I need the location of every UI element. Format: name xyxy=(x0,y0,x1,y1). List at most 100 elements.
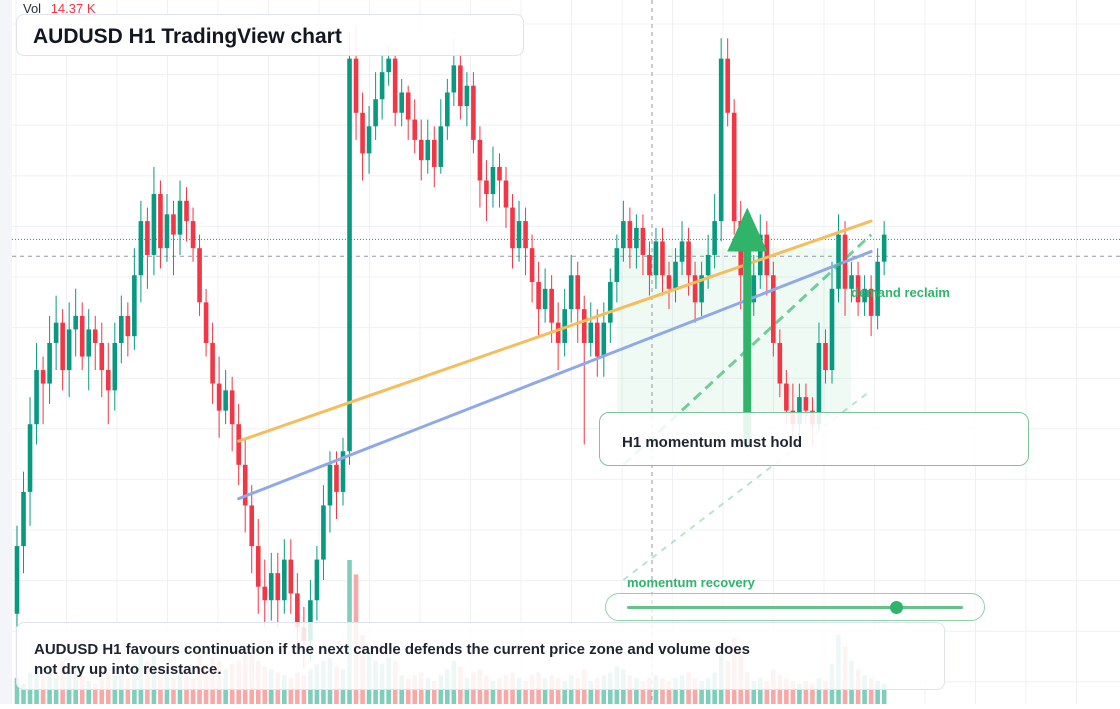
volume-bar xyxy=(555,678,561,704)
momentum-callout: H1 momentum must hold xyxy=(599,412,1029,466)
candle-body xyxy=(334,464,339,492)
volume-bar xyxy=(692,678,698,704)
candle-body xyxy=(588,322,594,343)
projection-line xyxy=(622,389,872,581)
candle-body xyxy=(764,234,770,276)
candle-body xyxy=(105,370,111,391)
volume-bar xyxy=(190,678,196,704)
candle-body xyxy=(14,546,20,614)
candle-body xyxy=(308,600,313,641)
candle-body xyxy=(634,227,639,249)
candle-body xyxy=(366,126,372,154)
candle-body xyxy=(627,221,633,249)
candle-body xyxy=(849,275,854,289)
momentum-gauge[interactable] xyxy=(605,593,985,621)
volume-bar xyxy=(666,680,672,704)
candle-body xyxy=(836,234,841,289)
candle-body xyxy=(503,180,509,208)
candle-body xyxy=(73,315,78,330)
volume-bar xyxy=(705,678,711,704)
candle-body xyxy=(490,166,496,195)
candle-body xyxy=(164,214,170,249)
volume-bar xyxy=(640,680,646,704)
volume-bar xyxy=(125,678,131,704)
volume-bar xyxy=(673,678,678,704)
candle-body xyxy=(151,194,157,255)
candle-body xyxy=(542,288,548,310)
volume-bar xyxy=(790,680,796,704)
candle-body xyxy=(236,424,241,465)
volume-bar xyxy=(797,683,802,704)
candle-body xyxy=(575,275,581,310)
candle-body xyxy=(614,248,620,283)
candle-body xyxy=(803,397,809,411)
volume-bar xyxy=(810,683,815,704)
candle-body xyxy=(353,58,359,113)
candle-body xyxy=(529,248,535,283)
candle-body xyxy=(86,329,92,357)
volume-bar xyxy=(823,680,828,704)
candle-body xyxy=(66,329,72,371)
volume-bar xyxy=(14,678,20,704)
volume-bar xyxy=(542,678,548,704)
candle-body xyxy=(119,315,124,343)
trendline-support xyxy=(237,250,873,501)
candle-body xyxy=(425,139,431,161)
volume-bar xyxy=(425,678,431,704)
momentum-knob[interactable] xyxy=(889,601,903,614)
candle-body xyxy=(203,302,209,343)
candle-body xyxy=(816,342,822,425)
candle-body xyxy=(229,390,235,425)
candle-body xyxy=(712,221,717,255)
target-arrow-head xyxy=(727,207,768,252)
candle-body xyxy=(132,275,137,337)
candle-body xyxy=(581,309,587,343)
candle-body xyxy=(431,139,437,167)
momentum-track xyxy=(627,601,963,614)
candle-body xyxy=(255,546,261,587)
candle-body xyxy=(288,559,294,594)
candle-body xyxy=(653,241,659,276)
candle-body xyxy=(438,126,444,167)
volume-bar xyxy=(784,678,789,704)
candle-body xyxy=(268,573,274,601)
volume-bar xyxy=(562,680,567,704)
volume-bar xyxy=(881,683,887,704)
volume-bar xyxy=(594,678,600,704)
analysis-summary: AUDUSD H1 favours continuation if the ne… xyxy=(34,641,750,678)
candle-body xyxy=(568,275,574,310)
left-scale-strip xyxy=(0,0,12,704)
volume-bar xyxy=(464,678,470,704)
volume-bar xyxy=(575,678,581,704)
candle-body xyxy=(647,254,652,276)
candle-body xyxy=(549,288,554,323)
volume-bar xyxy=(816,678,822,704)
candle-body xyxy=(158,194,163,249)
volume-bar xyxy=(53,678,59,704)
candle-body xyxy=(360,112,365,154)
candle-body xyxy=(347,58,352,452)
candle-body xyxy=(184,200,189,222)
candle-body xyxy=(686,241,691,276)
candle-body xyxy=(784,383,789,411)
volume-bar xyxy=(868,678,874,704)
candle-body xyxy=(249,505,255,547)
candle-body xyxy=(640,227,646,255)
candle-body xyxy=(601,322,607,357)
candle-body xyxy=(418,139,424,161)
candle-body xyxy=(771,275,776,343)
candle-body xyxy=(379,72,385,100)
candle-body xyxy=(177,200,183,235)
volume-bar xyxy=(660,678,665,704)
volume-bar xyxy=(634,678,639,704)
candle-body xyxy=(660,241,665,276)
candle-body xyxy=(477,139,483,181)
candle-body xyxy=(386,58,391,73)
candle-body xyxy=(516,221,522,249)
candle-body xyxy=(321,505,326,560)
momentum-gauge-label: momentum recovery xyxy=(627,575,755,590)
candle-body xyxy=(555,322,561,343)
candle-body xyxy=(399,92,404,113)
